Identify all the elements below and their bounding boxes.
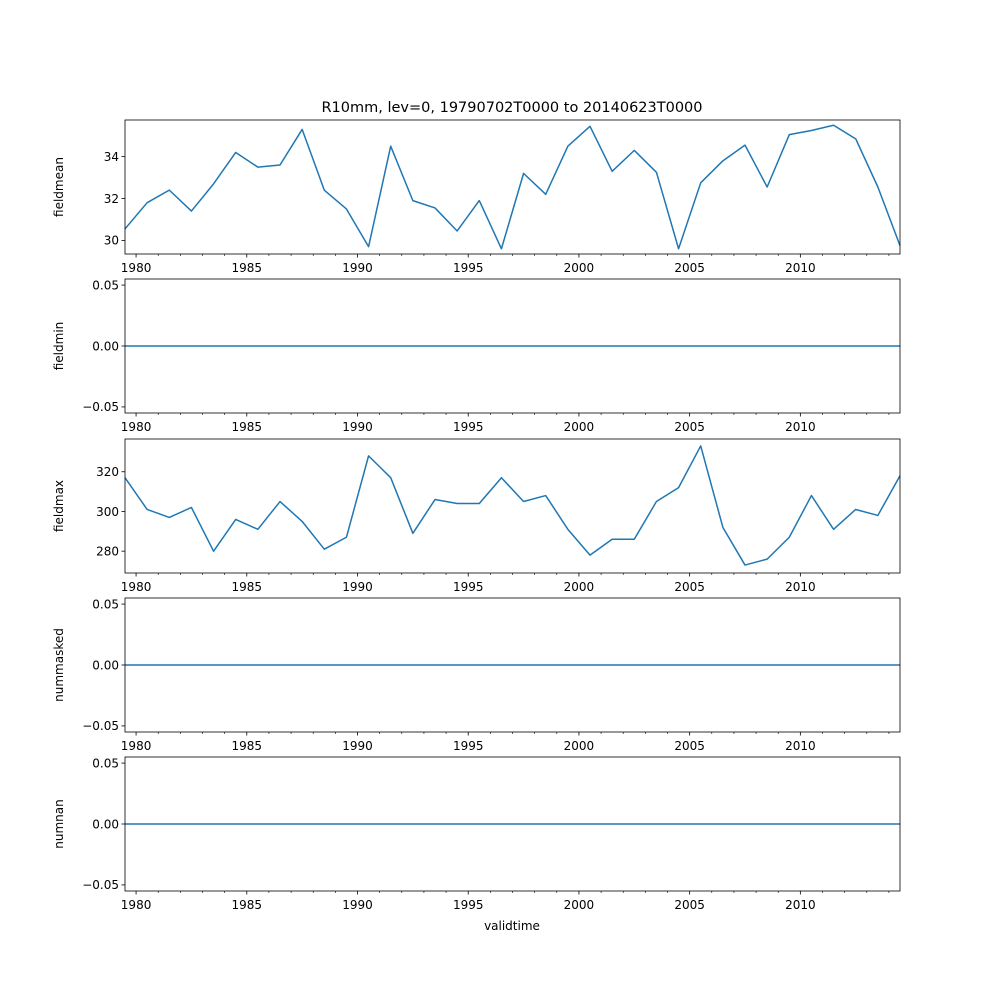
x-tick-label: 1995: [453, 580, 484, 594]
x-tick-label: 2005: [674, 580, 705, 594]
x-tick-label: 1990: [342, 580, 373, 594]
y-tick-label: 0.00: [92, 339, 119, 353]
y-axis-label-fieldmax: fieldmax: [52, 480, 66, 532]
panel-fieldmin: −0.05 0.00 0.05 fieldmin 1980 1985 1990 1995 200…: [52, 278, 901, 434]
x-tick-label: 2000: [564, 420, 595, 434]
x-tick-label: 1995: [453, 898, 484, 912]
y-tick-label: 0.00: [92, 817, 119, 831]
x-tick-label: 1980: [121, 898, 152, 912]
x-tick-label: 1995: [453, 261, 484, 275]
y-tick-label: −0.05: [82, 400, 119, 414]
x-tick-label: 2005: [674, 261, 705, 275]
x-tick-label: 2010: [785, 420, 816, 434]
y-tick-label: 320: [96, 465, 119, 479]
x-tick-label: 2000: [564, 898, 595, 912]
panel-nummasked: −0.05 0.00 0.05 nummasked 1980 1985 1990 1995 20…: [52, 597, 901, 753]
x-tick-label: 1985: [232, 580, 263, 594]
y-tick-label: −0.05: [82, 878, 119, 892]
x-tick-label: 1995: [453, 420, 484, 434]
y-axis-label-nummasked: nummasked: [52, 628, 66, 702]
x-tick-label: 1985: [232, 420, 263, 434]
x-tick-label: 2005: [674, 420, 705, 434]
x-tick-label: 2010: [785, 580, 816, 594]
x-tick-label: 1995: [453, 739, 484, 753]
x-axis-label: validtime: [484, 919, 540, 933]
series-line-fieldmean: [124, 124, 901, 250]
x-tick-label: 1990: [342, 739, 373, 753]
x-tick-label: 2010: [785, 261, 816, 275]
y-tick-label: 30: [104, 234, 119, 248]
y-tick-label: −0.05: [82, 719, 119, 733]
y-tick-label: 0.00: [92, 658, 119, 672]
x-tick-label: 1985: [232, 898, 263, 912]
y-tick-label: 32: [104, 192, 119, 206]
y-axis-label-fieldmin: fieldmin: [52, 322, 66, 371]
y-axis-label-numnan: numnan: [52, 799, 66, 848]
x-tick-label: 2010: [785, 898, 816, 912]
x-tick-label: 1980: [121, 580, 152, 594]
x-tick-label: 2005: [674, 739, 705, 753]
x-tick-label: 1980: [121, 739, 152, 753]
panel-fieldmean: 30 32 34 fieldmean 1980 1985 1990 1995 2000 2005 2…: [52, 119, 901, 275]
x-tick-label: 1980: [121, 420, 152, 434]
y-tick-label: 300: [96, 505, 119, 519]
x-tick-label: 1980: [121, 261, 152, 275]
x-tick-label: 1990: [342, 898, 373, 912]
x-tick-label: 1985: [232, 261, 263, 275]
x-tick-label: 1990: [342, 261, 373, 275]
y-tick-label: 0.05: [92, 597, 119, 611]
y-tick-label: 34: [104, 150, 119, 164]
panel-numnan: −0.05 0.00 0.05 numnan 1980 1985 1990 1995 2000 2…: [52, 756, 901, 912]
y-tick-label: 0.05: [92, 278, 119, 292]
y-axis-label-fieldmean: fieldmean: [52, 157, 66, 217]
x-tick-label: 2005: [674, 898, 705, 912]
panel-fieldmax: 280 300 320 fieldmax 1980 1985 1990 1995 2000 200…: [52, 438, 901, 594]
x-tick-label: 2000: [564, 261, 595, 275]
series-line-fieldmax: [124, 445, 901, 566]
chart-title: R10mm, lev=0, 19790702T0000 to 20140623T…: [321, 100, 702, 116]
plot-frame: [124, 438, 901, 574]
x-tick-label: 2000: [564, 580, 595, 594]
plot-frame: [124, 119, 901, 255]
x-tick-label: 1990: [342, 420, 373, 434]
x-tick-label: 2010: [785, 739, 816, 753]
y-tick-label: 0.05: [92, 756, 119, 770]
x-tick-label: 1985: [232, 739, 263, 753]
y-tick-label: 280: [96, 544, 119, 558]
x-tick-label: 2000: [564, 739, 595, 753]
